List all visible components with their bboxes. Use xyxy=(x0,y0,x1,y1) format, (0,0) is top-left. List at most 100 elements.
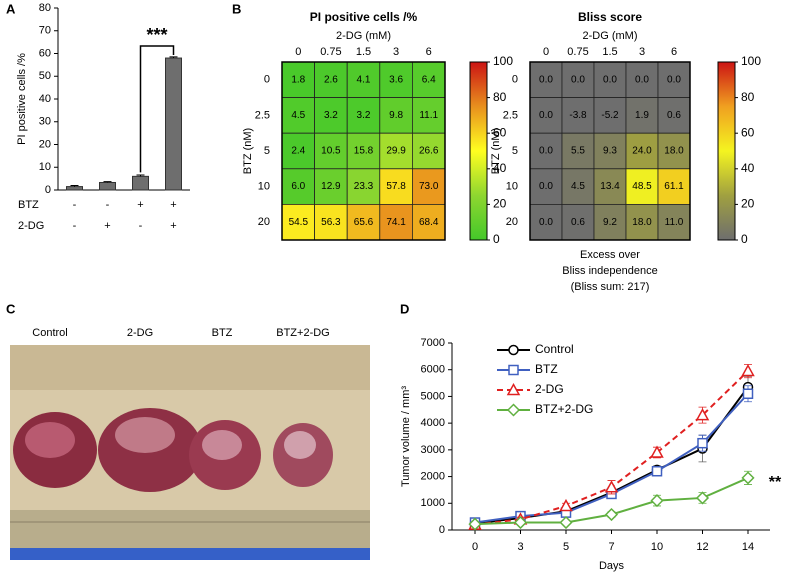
y-tick-label: 40 xyxy=(39,93,51,105)
x-axis-label: 2-DG (mM) xyxy=(336,30,391,42)
heatmap-cell xyxy=(346,61,381,98)
cell-label: 0.0 xyxy=(571,74,585,85)
cell-label: 2.6 xyxy=(324,74,338,85)
footer-text: (Bliss sum: 217) xyxy=(571,281,650,293)
row-label: 2-DG xyxy=(18,220,44,232)
cell-label: 0.0 xyxy=(539,110,553,121)
heatmap-cell xyxy=(593,168,627,205)
y-tick-label: 5 xyxy=(264,145,270,157)
legend-label: BTZ+2-DG xyxy=(535,402,593,416)
significance-bracket xyxy=(139,45,175,173)
photo-label: 2-DG xyxy=(127,327,153,339)
heatmap-cell xyxy=(379,61,413,98)
significance: *** xyxy=(146,25,167,45)
cell-label: 11.0 xyxy=(665,217,684,228)
y-tick-label: 70 xyxy=(39,25,51,37)
marker xyxy=(506,382,521,396)
heatmap-border xyxy=(529,61,691,241)
heatmap-cell xyxy=(657,203,691,241)
heatmap-cell xyxy=(379,168,413,205)
heatmap-cell xyxy=(411,168,446,205)
y-tick-label: 20 xyxy=(258,216,270,228)
y-tick-label: 0 xyxy=(512,74,518,86)
cell-label: 3.6 xyxy=(389,74,403,85)
tumor-highlight xyxy=(202,430,242,460)
blue-strip xyxy=(10,548,370,560)
y-tick-label: 50 xyxy=(39,70,51,82)
heatmap-cell xyxy=(529,168,563,205)
colorbar-tick-label: 80 xyxy=(493,90,507,104)
cell-label: 4.1 xyxy=(357,74,371,85)
row-sign: - xyxy=(73,199,77,211)
legend-label: Control xyxy=(535,342,574,356)
error-bar xyxy=(136,174,145,177)
marker xyxy=(697,437,708,449)
cell-label: 68.4 xyxy=(419,217,439,228)
y-tick-label: 80 xyxy=(39,2,51,14)
heatmap-cell xyxy=(657,168,691,205)
heatmap-cell xyxy=(561,97,595,134)
colorbar-tick-label: 60 xyxy=(493,125,507,139)
cell-label: 3.2 xyxy=(357,110,371,121)
colorbar xyxy=(469,61,488,241)
bar xyxy=(66,186,83,191)
x-tick-label: 0 xyxy=(472,541,478,553)
y-tick-label: 10 xyxy=(39,161,51,173)
x-tick-label: 1.5 xyxy=(356,46,371,58)
heatmap-cell xyxy=(411,97,446,134)
marker xyxy=(508,364,519,376)
y-tick-label: 60 xyxy=(39,47,51,59)
y-tick-label: 3000 xyxy=(421,444,445,456)
cell-label: 24.0 xyxy=(632,146,652,157)
colorbar-tick-label: 20 xyxy=(741,197,755,211)
x-tick-label: 3 xyxy=(639,46,645,58)
panel-label: C xyxy=(6,301,16,316)
x-tick-label: 3 xyxy=(393,46,399,58)
heatmap-cell xyxy=(346,203,381,241)
heatmap-cell xyxy=(281,203,315,241)
marker xyxy=(650,494,664,508)
x-tick-label: 0 xyxy=(295,46,301,58)
cell-label: 56.3 xyxy=(321,217,341,228)
photo-label: Control xyxy=(32,327,67,339)
y-tick-label: 10 xyxy=(258,181,270,193)
cell-label: 6.0 xyxy=(291,181,305,192)
cell-label: 0.0 xyxy=(539,74,553,85)
cell-label: 26.6 xyxy=(419,146,439,157)
cell-label: 13.4 xyxy=(600,181,620,192)
heatmap-cell xyxy=(314,132,348,170)
y-tick-label: 7000 xyxy=(421,337,445,349)
cell-label: 74.1 xyxy=(386,217,406,228)
tumor-highlight xyxy=(25,422,75,458)
colorbar-tick-label: 20 xyxy=(493,197,507,211)
cell-label: 10.5 xyxy=(321,146,341,157)
x-tick-label: 7 xyxy=(608,541,614,553)
cell-label: 73.0 xyxy=(419,181,439,192)
cell-label: 5.5 xyxy=(571,146,585,157)
heatmap-cell xyxy=(625,61,659,98)
heatmap-cell xyxy=(561,132,595,170)
marker xyxy=(513,515,528,530)
row-sign: - xyxy=(139,220,143,232)
row-sign: + xyxy=(170,220,176,232)
photo-label: BTZ+2-DG xyxy=(276,327,329,339)
marker xyxy=(741,471,755,485)
cell-label: 3.2 xyxy=(324,110,338,121)
colorbar-tick-label: 40 xyxy=(493,161,507,175)
cell-label: -3.8 xyxy=(569,110,587,121)
marker xyxy=(506,403,521,417)
cell-label: 12.9 xyxy=(321,181,341,192)
heatmap-cell xyxy=(657,97,691,134)
x-tick-label: 0 xyxy=(543,46,549,58)
cell-label: 1.8 xyxy=(291,74,305,85)
bar xyxy=(99,181,116,191)
marker xyxy=(559,515,573,530)
colorbar-tick-label: 0 xyxy=(741,232,748,246)
colorbar-tick-label: 80 xyxy=(741,90,755,104)
tumor-highlight xyxy=(115,417,175,453)
bar xyxy=(132,175,149,191)
marker xyxy=(468,517,482,531)
cell-label: 0.0 xyxy=(539,146,553,157)
cell-label: 11.1 xyxy=(419,110,438,121)
tumor-highlight xyxy=(284,431,316,459)
